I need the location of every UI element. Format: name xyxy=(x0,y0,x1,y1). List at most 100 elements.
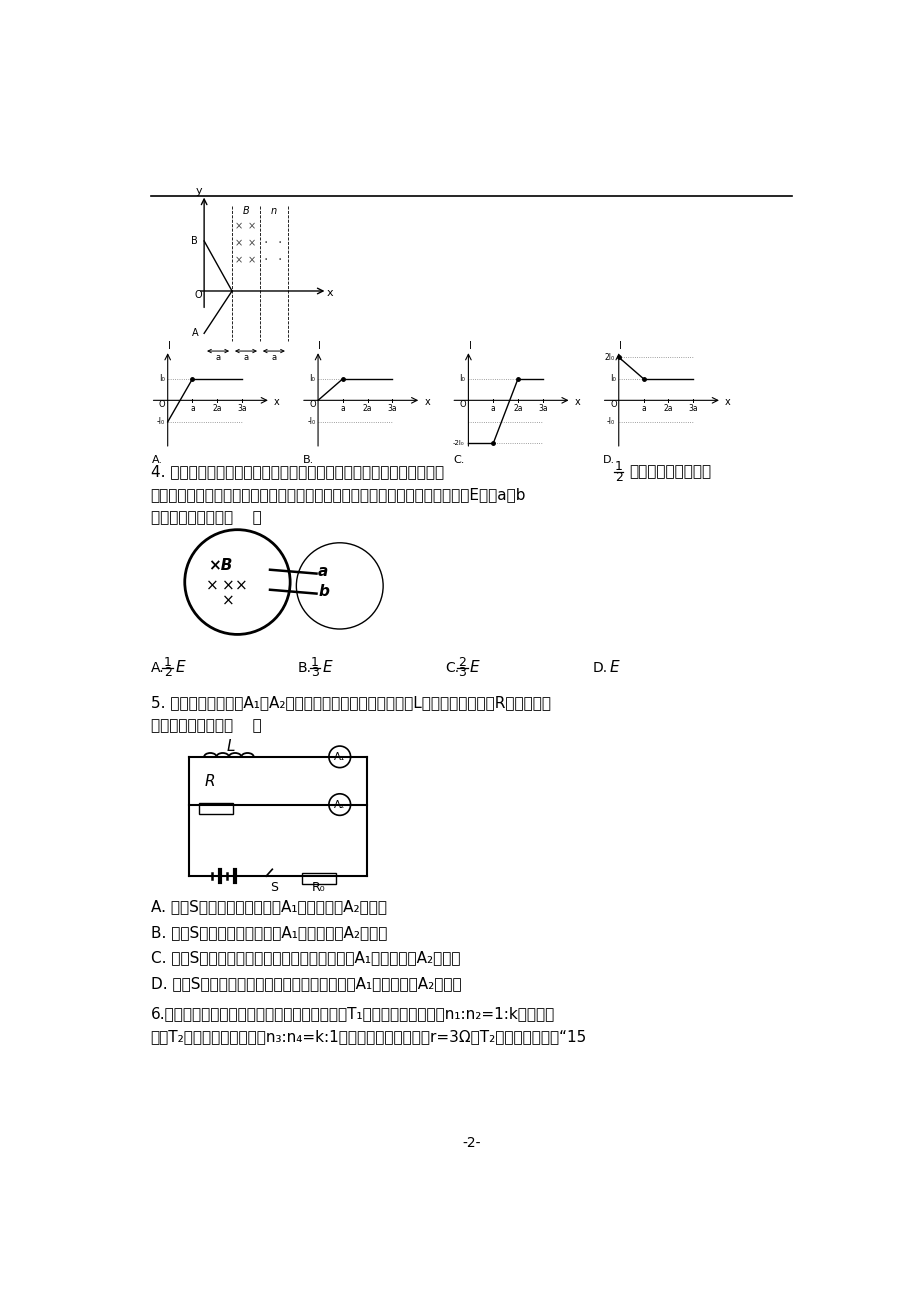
Text: O: O xyxy=(609,400,616,409)
Text: -2I₀: -2I₀ xyxy=(452,440,464,447)
Text: 3: 3 xyxy=(311,667,319,680)
Text: ×: × xyxy=(234,221,242,232)
Text: I₀: I₀ xyxy=(159,374,165,383)
Text: A: A xyxy=(191,328,198,339)
Text: ×: × xyxy=(206,578,219,594)
Text: 5. 如图所示电路中，A₁、A₂是两只相同的电流表，电感线圈L的直流电阱与电阱R阱値相等，: 5. 如图所示电路中，A₁、A₂是两只相同的电流表，电感线圈L的直流电阱与电阱R… xyxy=(151,695,550,711)
Text: I₀: I₀ xyxy=(609,374,615,383)
Text: O: O xyxy=(194,290,201,299)
Text: 2a: 2a xyxy=(513,405,522,413)
Text: C.: C. xyxy=(445,661,459,676)
Text: 2a: 2a xyxy=(212,405,221,413)
Text: 4. 如图所示，两个互连的金属圆环，糬金属环的电阱是细金属环电阱的: 4. 如图所示，两个互连的金属圆环，糬金属环的电阱是细金属环电阱的 xyxy=(151,465,443,479)
Text: 3a: 3a xyxy=(387,405,397,413)
Circle shape xyxy=(328,746,350,768)
Text: I₀: I₀ xyxy=(459,374,465,383)
Text: 2a: 2a xyxy=(663,405,673,413)
Text: 3: 3 xyxy=(458,667,466,680)
Text: B.: B. xyxy=(298,661,312,676)
Text: b: b xyxy=(318,583,329,599)
Text: 压器T₂的原、副线圈匹数比n₃:n₄=k:1，模拟输电导线的电阱r=3Ω，T₂的负载是规格为“15: 压器T₂的原、副线圈匹数比n₃:n₄=k:1，模拟输电导线的电阱r=3Ω，T₂的… xyxy=(151,1029,586,1044)
Text: 3a: 3a xyxy=(237,405,246,413)
Text: O: O xyxy=(309,400,315,409)
Text: D. 开关S接通电路稳定后再断开的瞬间，电流表A₁的读数小于A₂的读数: D. 开关S接通电路稳定后再断开的瞬间，电流表A₁的读数小于A₂的读数 xyxy=(151,975,460,991)
Text: 两点间的电势差为（    ）: 两点间的电势差为（ ） xyxy=(151,510,261,526)
Text: E: E xyxy=(323,660,332,674)
Text: 2a: 2a xyxy=(362,405,372,413)
Text: ×: × xyxy=(248,238,256,249)
Text: x: x xyxy=(574,397,580,406)
Text: 3a: 3a xyxy=(538,405,547,413)
Text: B. 开关S接通的瞬间，电流表A₁的读数小于A₂的读数: B. 开关S接通的瞬间，电流表A₁的读数小于A₂的读数 xyxy=(151,924,387,940)
Text: ×: × xyxy=(221,578,234,594)
Text: I: I xyxy=(468,341,471,350)
Text: -I₀: -I₀ xyxy=(156,418,165,426)
Text: ×B: ×B xyxy=(208,557,233,573)
Text: x: x xyxy=(424,397,429,406)
Text: E: E xyxy=(470,660,479,674)
Text: D.: D. xyxy=(592,661,607,676)
Text: 1: 1 xyxy=(614,460,622,473)
Text: ×: × xyxy=(221,592,234,608)
Text: ×: × xyxy=(234,255,242,266)
Text: B.: B. xyxy=(302,456,313,465)
Text: I: I xyxy=(167,341,171,350)
Text: n: n xyxy=(270,206,277,216)
Text: a: a xyxy=(190,405,195,413)
Text: D.: D. xyxy=(603,456,615,465)
Text: 6.图为模拟远距离交流输电的电路，升压变压器T₁的原、副线圈匹数比n₁:n₂=1:k，降压变: 6.图为模拟远距离交流输电的电路，升压变压器T₁的原、副线圈匹数比n₁:n₂=1… xyxy=(151,1005,554,1021)
Text: 1: 1 xyxy=(311,656,319,669)
Text: S: S xyxy=(269,881,278,894)
Text: O: O xyxy=(460,400,466,409)
Text: x: x xyxy=(274,397,279,406)
Text: a: a xyxy=(271,353,276,362)
Text: -I₀: -I₀ xyxy=(606,418,614,426)
Text: R₀: R₀ xyxy=(312,881,325,894)
Text: I₀: I₀ xyxy=(309,374,314,383)
Text: x: x xyxy=(724,397,730,406)
Text: L: L xyxy=(227,738,235,754)
FancyBboxPatch shape xyxy=(199,803,233,814)
Text: ×: × xyxy=(248,221,256,232)
Text: 1: 1 xyxy=(164,656,172,669)
Text: 属环所在区域，当磁感应强度随时间均匀变化时，在糬环内产生的感应电动势为E，则a、b: 属环所在区域，当磁感应强度随时间均匀变化时，在糬环内产生的感应电动势为E，则a、… xyxy=(151,487,526,503)
Text: -2-: -2- xyxy=(461,1137,481,1151)
Text: A₂: A₂ xyxy=(334,799,345,810)
FancyBboxPatch shape xyxy=(301,874,335,884)
Text: 下面判断正确的是（    ）: 下面判断正确的是（ ） xyxy=(151,719,261,733)
Text: A. 开关S接通的瞬间，电流表A₁的读数大于A₂的读数: A. 开关S接通的瞬间，电流表A₁的读数大于A₂的读数 xyxy=(151,900,386,914)
Text: B: B xyxy=(191,236,198,246)
Text: -I₀: -I₀ xyxy=(307,418,315,426)
Text: I: I xyxy=(318,341,321,350)
Text: ·: · xyxy=(278,253,282,267)
Text: E: E xyxy=(608,660,618,674)
Text: B: B xyxy=(243,206,249,216)
Text: A.: A. xyxy=(152,456,163,465)
Text: 。磁场垂直穿过糬金: 。磁场垂直穿过糬金 xyxy=(629,465,710,479)
Text: ·: · xyxy=(264,236,268,250)
Circle shape xyxy=(328,794,350,815)
Text: A₁: A₁ xyxy=(334,751,345,762)
Text: O: O xyxy=(159,400,165,409)
Text: ×: × xyxy=(234,578,247,594)
Text: 2I₀: 2I₀ xyxy=(604,353,614,362)
Text: R: R xyxy=(204,773,215,789)
Text: ×: × xyxy=(248,255,256,266)
Text: I: I xyxy=(618,341,621,350)
Text: y: y xyxy=(196,186,202,195)
Text: 3a: 3a xyxy=(687,405,698,413)
Text: C. 开关S接通电路稳定后再断开的瞬间，电流表A₁的读数大于A₂的读数: C. 开关S接通电路稳定后再断开的瞬间，电流表A₁的读数大于A₂的读数 xyxy=(151,950,460,965)
Text: 2: 2 xyxy=(458,656,466,669)
Text: 2: 2 xyxy=(614,471,622,484)
Text: x: x xyxy=(326,288,333,298)
Text: a: a xyxy=(215,353,221,362)
Text: a: a xyxy=(340,405,345,413)
Text: a: a xyxy=(491,405,495,413)
Text: ·: · xyxy=(278,236,282,250)
Text: a: a xyxy=(244,353,248,362)
Text: E: E xyxy=(176,660,185,674)
Text: a: a xyxy=(641,405,645,413)
Text: 2: 2 xyxy=(164,667,172,680)
Text: ·: · xyxy=(264,253,268,267)
Text: a: a xyxy=(318,564,328,579)
